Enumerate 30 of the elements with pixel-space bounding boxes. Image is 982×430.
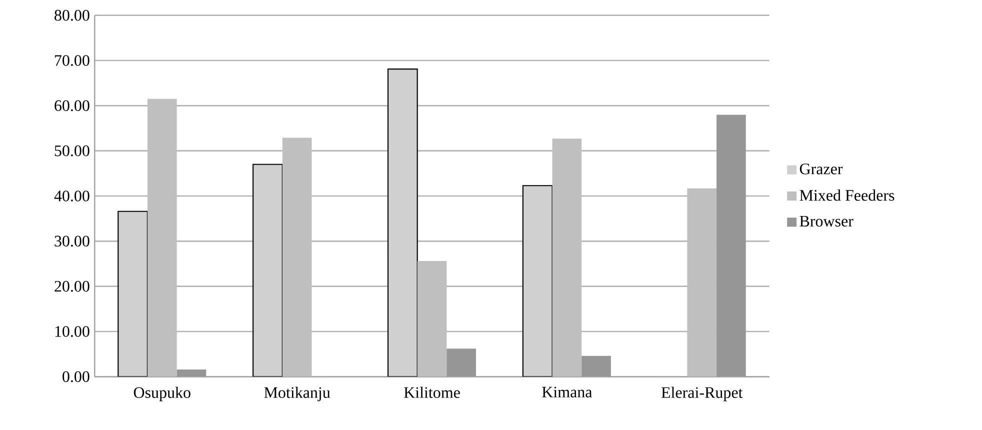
legend-label: Browser (800, 216, 854, 227)
bar (446, 348, 476, 377)
bar (582, 356, 611, 377)
bar (252, 164, 283, 377)
bar (417, 261, 447, 377)
bar (387, 68, 418, 377)
y-tick-label: 0.00 (62, 371, 90, 382)
bar (147, 98, 177, 377)
x-tick-label: Osupuko (134, 386, 190, 402)
x-tick-label: Elerai-Rupet (661, 386, 743, 402)
x-tick-label: Kilitome (404, 386, 460, 398)
legend-label: Grazer (800, 164, 843, 174)
y-tick-label: 60.00 (54, 100, 90, 112)
y-tick-label: 80.00 (54, 10, 90, 21)
bar (522, 185, 553, 377)
bar (687, 188, 717, 377)
y-tick-label: 20.00 (54, 280, 90, 292)
bar (176, 369, 206, 377)
y-tick-label: 70.00 (55, 55, 90, 66)
y-tick-label: 50.00 (54, 145, 90, 156)
x-tick-label: Kimana (542, 386, 592, 398)
bar (552, 138, 582, 377)
x-tick-label: Motikanju (264, 386, 330, 402)
legend-label: Mixed Feeders (800, 190, 894, 201)
bar (716, 114, 746, 377)
bar (118, 210, 148, 377)
bar (282, 138, 312, 377)
y-tick-label: 40.00 (54, 190, 90, 202)
y-tick-label: 10.00 (55, 326, 90, 337)
y-tick-label: 30.00 (54, 236, 90, 247)
